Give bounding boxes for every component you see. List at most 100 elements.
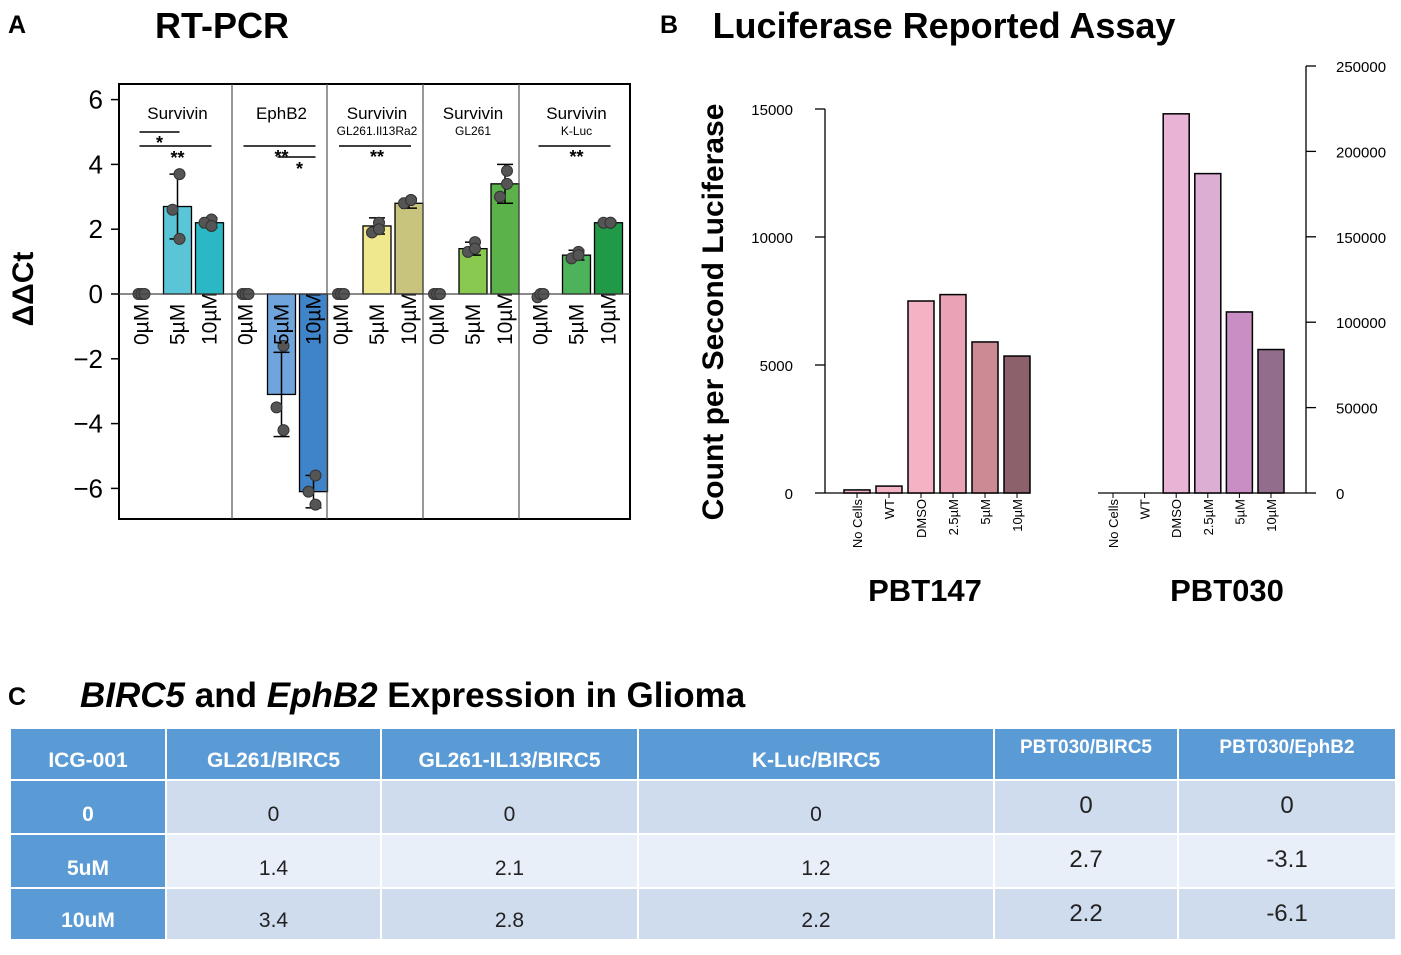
table-header-cell: ICG-001 bbox=[10, 728, 166, 780]
group-label: PBT147 bbox=[868, 573, 982, 608]
pbt030-bar bbox=[1225, 311, 1254, 494]
x-tick-label: DMSO bbox=[1169, 499, 1184, 538]
data-point bbox=[469, 242, 481, 255]
x-tick-label: 10µM bbox=[494, 292, 517, 345]
x-tick-label: WT bbox=[882, 499, 897, 519]
x-tick-label: 10µM bbox=[1010, 499, 1025, 532]
panel-a-title: RT-PCR bbox=[155, 5, 289, 46]
y-tick-label: 0 bbox=[89, 279, 103, 309]
luciferase-chart: 1500010000500002500002000001500001000005… bbox=[751, 59, 1386, 608]
x-tick-label: 10µM bbox=[598, 292, 621, 345]
data-point bbox=[405, 194, 417, 207]
table-cell: 2.2 bbox=[638, 888, 994, 940]
right-tick-label: 100000 bbox=[1336, 315, 1386, 332]
data-point bbox=[373, 223, 385, 236]
right-tick-label: 250000 bbox=[1336, 59, 1386, 76]
x-tick-label: 5µM bbox=[1232, 499, 1247, 525]
table-row-header: 0 bbox=[10, 780, 166, 834]
y-tick-label: 2 bbox=[89, 214, 103, 244]
table-header-cell: K-Luc/BIRC5 bbox=[638, 728, 994, 780]
table-header-cell: GL261-IL13/BIRC5 bbox=[381, 728, 638, 780]
group-label: EphB2 bbox=[256, 104, 307, 123]
pbt030-bar bbox=[1162, 113, 1190, 494]
data-point bbox=[166, 203, 179, 216]
x-tick-label: 5µM bbox=[271, 304, 294, 345]
panel-c-title-italic-1: BIRC5 bbox=[80, 676, 186, 715]
right-tick-label: 50000 bbox=[1336, 401, 1378, 418]
bar bbox=[593, 222, 624, 295]
significance-marker: * bbox=[156, 133, 163, 153]
pbt147-bar bbox=[939, 293, 967, 494]
panel-c-title-italic-2: EphB2 bbox=[267, 676, 378, 715]
table-cell: 1.2 bbox=[638, 834, 994, 888]
table-cell: 2.1 bbox=[381, 834, 638, 888]
bar bbox=[194, 222, 225, 295]
data-point bbox=[277, 339, 290, 352]
x-tick-label: 10µM bbox=[303, 292, 326, 345]
pbt147-bar bbox=[843, 489, 871, 494]
data-point bbox=[173, 232, 186, 245]
x-tick-label: 5µM bbox=[167, 304, 190, 345]
table-cell: 0 bbox=[1178, 780, 1396, 834]
x-tick-label: 5µM bbox=[462, 304, 485, 345]
panel-c-title-plain-1: and bbox=[185, 676, 267, 715]
y-tick-label: −2 bbox=[73, 344, 103, 374]
right-tick-label: 0 bbox=[1336, 486, 1344, 503]
x-tick-label: 0µM bbox=[330, 304, 353, 345]
significance-marker: ** bbox=[569, 147, 583, 167]
x-tick-label: 2.5µM bbox=[1201, 499, 1216, 535]
x-tick-label: 10µM bbox=[1264, 499, 1279, 532]
x-tick-label: 0µM bbox=[131, 304, 154, 345]
table-header-cell: GL261/BIRC5 bbox=[166, 728, 381, 780]
x-tick-label: 5µM bbox=[366, 304, 389, 345]
x-tick-label: WT bbox=[1138, 499, 1153, 519]
pbt147-bar bbox=[907, 300, 935, 494]
y-tick-label: −6 bbox=[73, 473, 103, 503]
pbt030-bar bbox=[1194, 172, 1222, 494]
bar bbox=[162, 205, 193, 295]
panel-c-title: BIRC5 and EphB2 Expression in Glioma bbox=[80, 676, 746, 715]
x-tick-label: 2.5µM bbox=[946, 499, 961, 535]
data-point bbox=[494, 190, 506, 203]
panel-a-y-label: ΔΔCt bbox=[7, 252, 40, 327]
x-tick-label: 0µM bbox=[235, 304, 258, 345]
table-cell: 0 bbox=[381, 780, 638, 834]
group-label: Survivin bbox=[147, 104, 207, 123]
pbt147-bar bbox=[875, 485, 903, 494]
bar bbox=[362, 225, 392, 295]
table-cell: 2.7 bbox=[994, 834, 1178, 888]
table-cell: 3.4 bbox=[166, 888, 381, 940]
data-point bbox=[604, 216, 617, 229]
table-header-cell: PBT030/BIRC5 bbox=[994, 728, 1178, 780]
y-tick-label: −4 bbox=[73, 409, 103, 439]
panel-b-title: Luciferase Reported Assay bbox=[713, 5, 1176, 46]
pbt147-bar bbox=[971, 341, 999, 494]
left-tick-label: 0 bbox=[785, 486, 793, 503]
group-sublabel: GL261.Il13Ra2 bbox=[337, 124, 418, 138]
table-cell: 2.2 bbox=[994, 888, 1178, 940]
data-point bbox=[309, 469, 322, 482]
x-tick-label: 0µM bbox=[530, 304, 553, 345]
data-point bbox=[270, 401, 283, 414]
data-point bbox=[277, 424, 290, 437]
table-cell: 2.8 bbox=[381, 888, 638, 940]
data-point bbox=[572, 249, 585, 262]
x-tick-label: No Cells bbox=[1106, 499, 1121, 549]
panel-b-y-label: Count per Second Luciferase bbox=[697, 104, 730, 521]
data-point bbox=[501, 177, 513, 190]
x-tick-label: 10µM bbox=[199, 292, 222, 345]
panel-a-letter: A bbox=[8, 11, 26, 39]
bar bbox=[394, 202, 424, 295]
plot-frame bbox=[118, 83, 631, 520]
x-tick-label: DMSO bbox=[914, 499, 929, 538]
group-sublabel: GL261 bbox=[455, 124, 491, 138]
group-label: PBT030 bbox=[1170, 573, 1284, 608]
pbt030-bar bbox=[1257, 348, 1285, 494]
group-label: Survivin bbox=[443, 104, 503, 123]
group-sublabel: K-Luc bbox=[561, 124, 592, 138]
x-tick-label: 10µM bbox=[398, 292, 421, 345]
left-tick-label: 5000 bbox=[760, 358, 793, 375]
significance-marker: ** bbox=[370, 147, 384, 167]
